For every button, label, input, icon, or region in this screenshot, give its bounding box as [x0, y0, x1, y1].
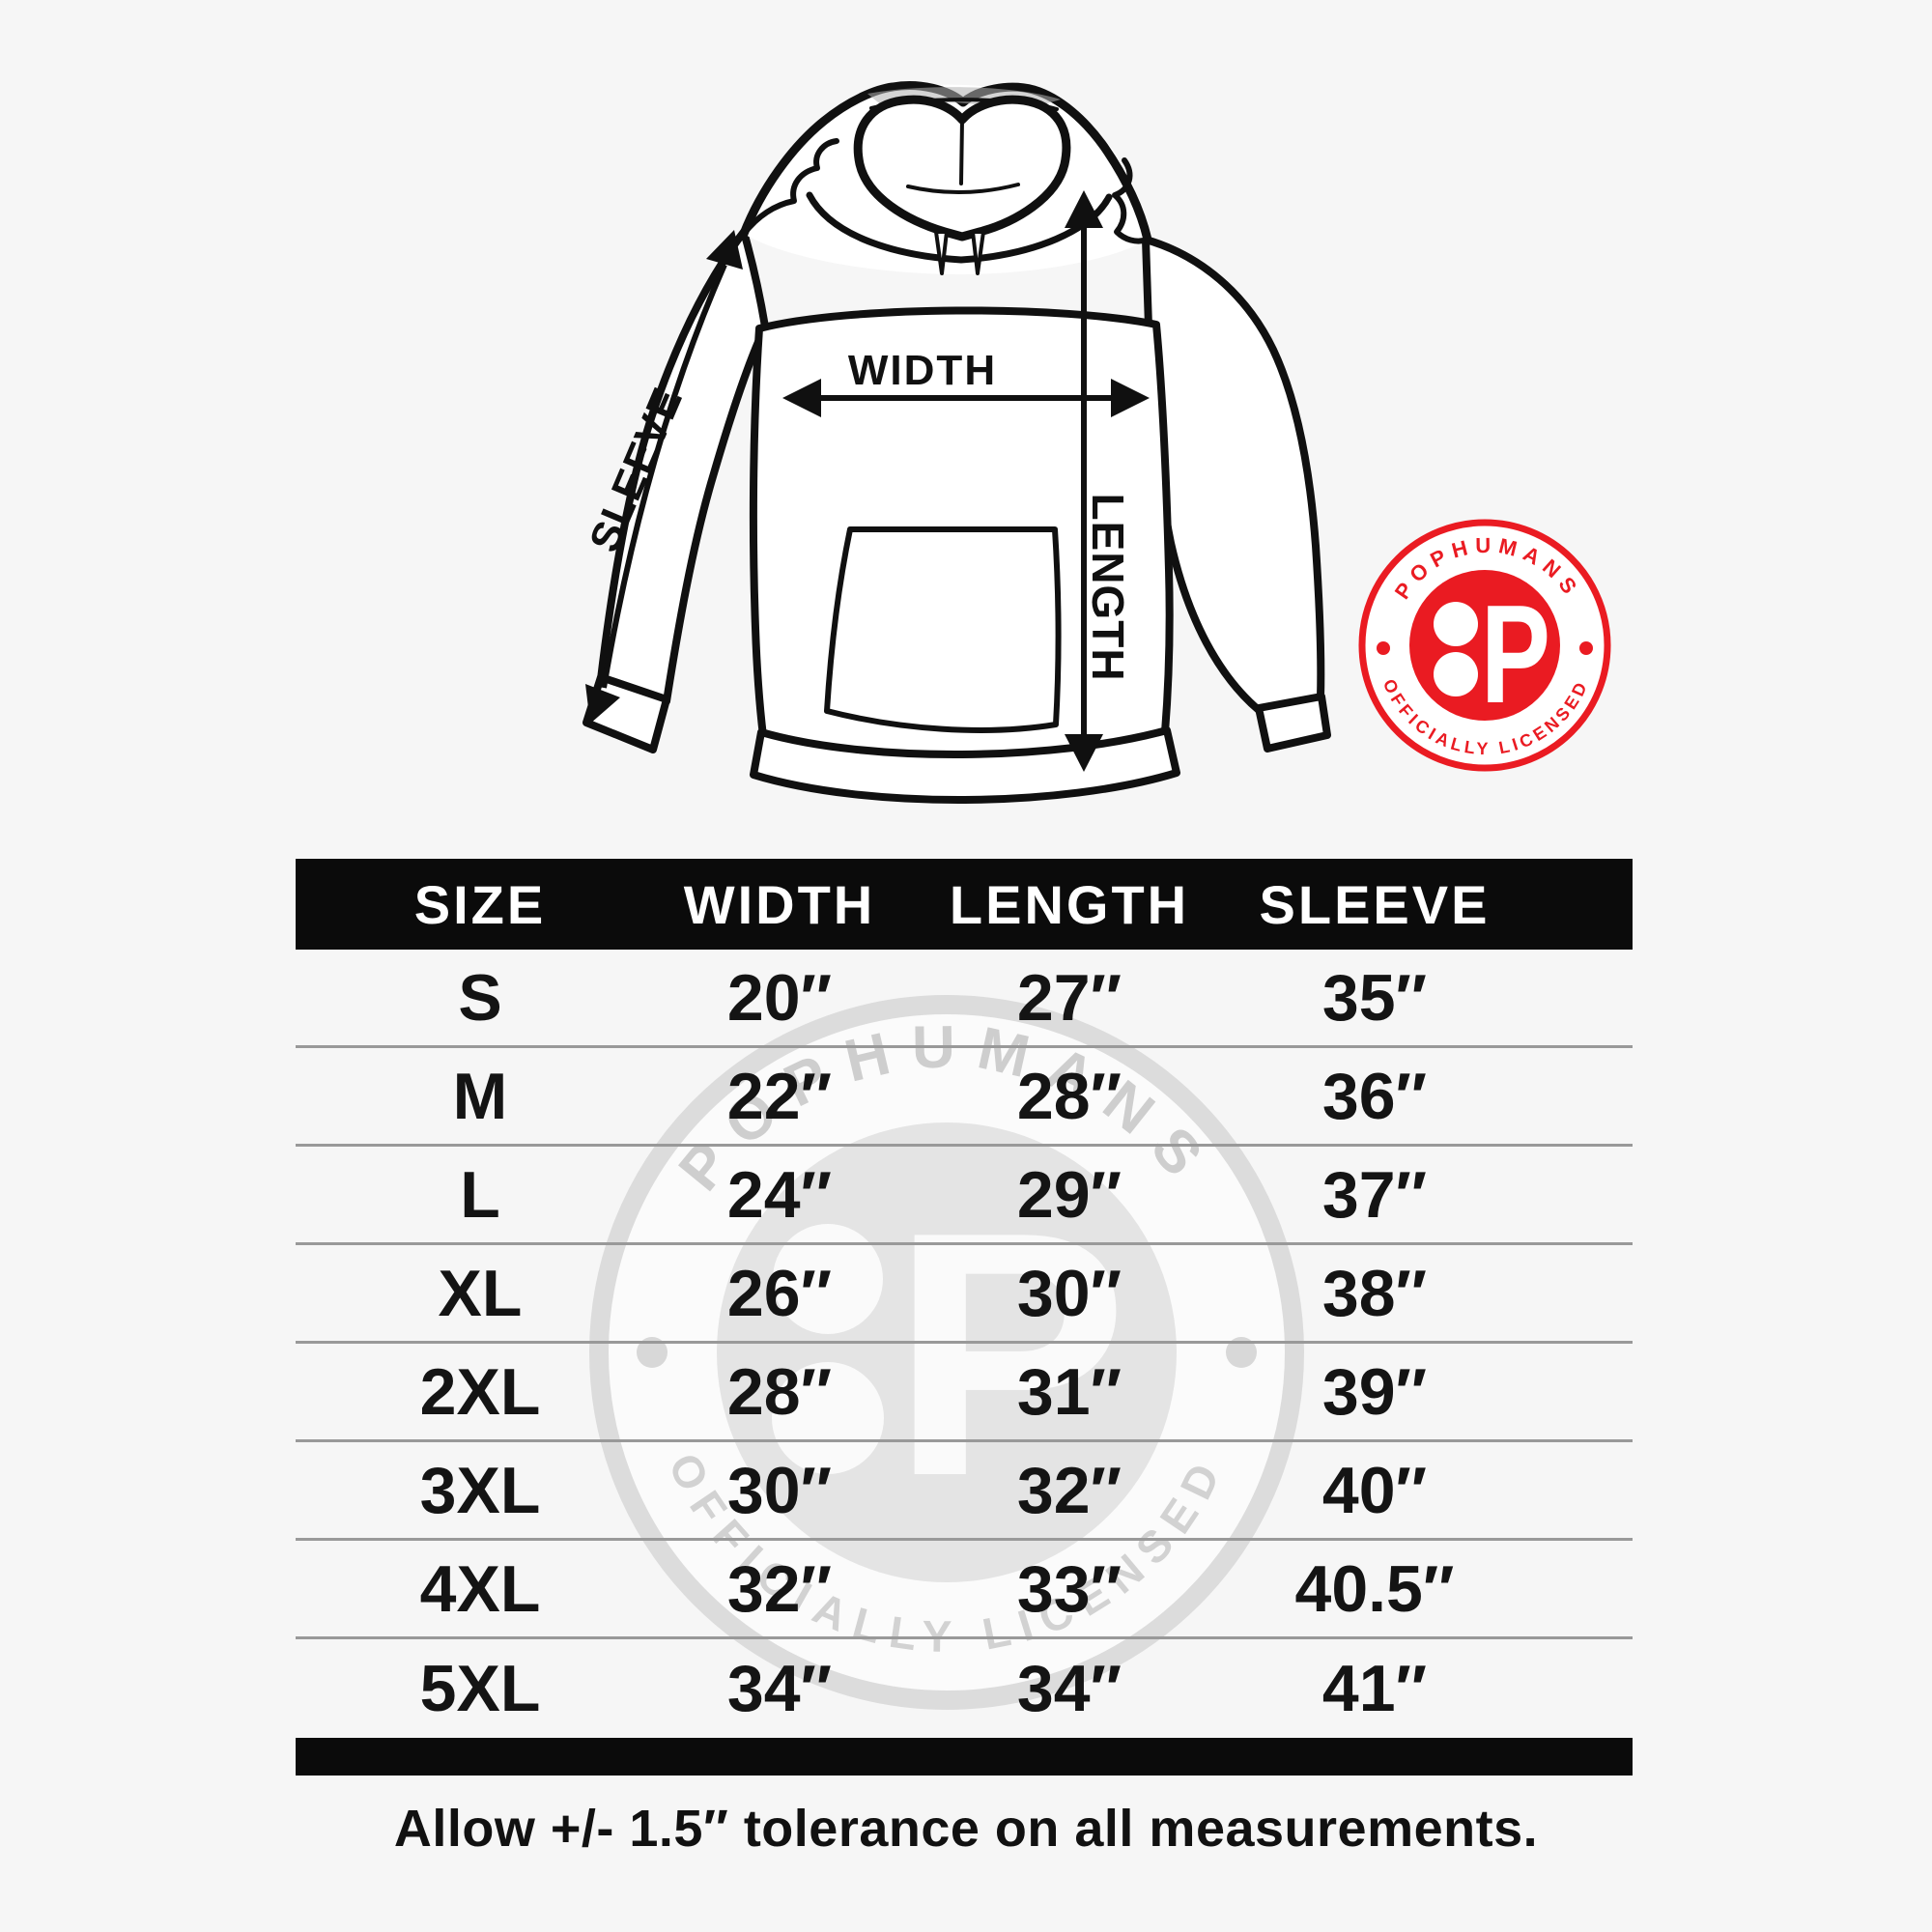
measurement-arrows [585, 190, 1150, 772]
table-row: S 20″ 27″ 35″ [296, 950, 1633, 1048]
width-arrowhead-right [1111, 379, 1150, 417]
badge-dot-right [1579, 641, 1593, 655]
cell-size: M [452, 1059, 508, 1133]
cell-length: 33″ [1016, 1551, 1122, 1626]
cell-width: 24″ [726, 1157, 833, 1232]
cell-sleeve: 37″ [1321, 1157, 1428, 1232]
column-header-length: LENGTH [949, 873, 1190, 935]
cell-sleeve: 40.5″ [1294, 1551, 1455, 1626]
badge-colon-dot-bottom [1434, 652, 1478, 696]
hoodie-pocket [824, 526, 1062, 733]
cell-sleeve: 38″ [1321, 1256, 1428, 1330]
watermark-monogram: P [891, 1160, 1128, 1548]
column-header-sleeve: SLEEVE [1259, 873, 1491, 935]
cell-size: 5XL [419, 1652, 541, 1725]
cell-width: 30″ [726, 1453, 833, 1527]
cell-size: L [460, 1157, 500, 1232]
cell-size: 3XL [419, 1453, 541, 1527]
length-label: LENGTH [1083, 493, 1133, 681]
cell-length: 29″ [1016, 1157, 1122, 1232]
hood-back-line [906, 183, 1020, 195]
hoodie-right-cuff [1255, 693, 1331, 753]
cell-length: 31″ [1016, 1354, 1122, 1429]
length-arrowhead-bottom [1065, 734, 1103, 772]
table-row: 4XL 32″ 33″ 40.5″ [296, 1541, 1633, 1639]
hoodie-hem-band [750, 726, 1180, 804]
watermark-colon-dot-bottom [772, 1362, 884, 1474]
cell-width: 26″ [726, 1256, 833, 1330]
hood-left-folds [741, 138, 839, 237]
cell-width: 22″ [726, 1059, 833, 1133]
cell-sleeve: 36″ [1321, 1059, 1428, 1133]
badge-dot-left [1377, 641, 1390, 655]
cell-width: 28″ [726, 1354, 833, 1429]
column-header-size: SIZE [413, 873, 547, 935]
hoodie-drawing [582, 81, 1331, 804]
table-row: M 22″ 28″ 36″ [296, 1048, 1633, 1147]
cell-width: 20″ [726, 960, 833, 1035]
width-label: WIDTH [848, 347, 997, 394]
size-table-rows: S 20″ 27″ 35″ M 22″ 28″ 36″ L 24″ 29″ 37… [296, 950, 1633, 1738]
watermark-dot-right [1226, 1337, 1257, 1368]
cell-length: 27″ [1016, 960, 1122, 1035]
cell-size: XL [438, 1256, 523, 1330]
cell-size: S [458, 960, 502, 1035]
table-row: XL 26″ 30″ 38″ [296, 1245, 1633, 1344]
hood-center-seam [959, 118, 964, 185]
sleeve-arrowhead-top [706, 230, 743, 270]
tolerance-footnote: Allow +/- 1.5″ tolerance on all measurem… [393, 1800, 1539, 1858]
cell-width: 32″ [726, 1551, 833, 1626]
cell-length: 32″ [1016, 1453, 1122, 1527]
sleeve-arrowhead-bottom [585, 684, 620, 724]
drawstring-right [971, 230, 985, 275]
badge-monogram: P [1481, 576, 1550, 732]
watermark-dot-left [637, 1337, 668, 1368]
cell-size: 4XL [419, 1551, 541, 1626]
size-table: SIZE WIDTH LENGTH SLEEVE S 20″ 27″ 35″ M… [296, 859, 1633, 1776]
column-header-width: WIDTH [683, 873, 876, 935]
cell-width: 34″ [726, 1652, 833, 1725]
table-row: L 24″ 29″ 37″ [296, 1147, 1633, 1245]
length-arrowhead-top [1065, 190, 1103, 228]
table-row: 5XL 34″ 34″ 41″ [296, 1639, 1633, 1738]
cell-size: 2XL [419, 1354, 541, 1429]
cell-sleeve: 41″ [1321, 1652, 1428, 1725]
cell-sleeve: 35″ [1321, 960, 1428, 1035]
sleeve-arrow-line [601, 263, 727, 689]
hood-right-folds [1112, 157, 1151, 244]
cell-length: 28″ [1016, 1059, 1122, 1133]
cell-sleeve: 40″ [1321, 1453, 1428, 1527]
table-row: 2XL 28″ 31″ 39″ [296, 1344, 1633, 1442]
watermark-colon-dot-top [773, 1224, 883, 1334]
badge-colon-dot-top [1434, 602, 1478, 646]
licensed-badge: P POPHUMANS OFFICIALLY LICENSED [1358, 519, 1611, 772]
drawstring-left [934, 230, 949, 275]
cell-length: 30″ [1016, 1256, 1122, 1330]
width-arrowhead-left [782, 379, 821, 417]
cell-sleeve: 39″ [1321, 1354, 1428, 1429]
cell-length: 34″ [1016, 1652, 1122, 1725]
size-table-header: SIZE WIDTH LENGTH SLEEVE [296, 859, 1633, 950]
table-row: 3XL 30″ 32″ 40″ [296, 1442, 1633, 1541]
table-bottom-bar [296, 1738, 1633, 1776]
